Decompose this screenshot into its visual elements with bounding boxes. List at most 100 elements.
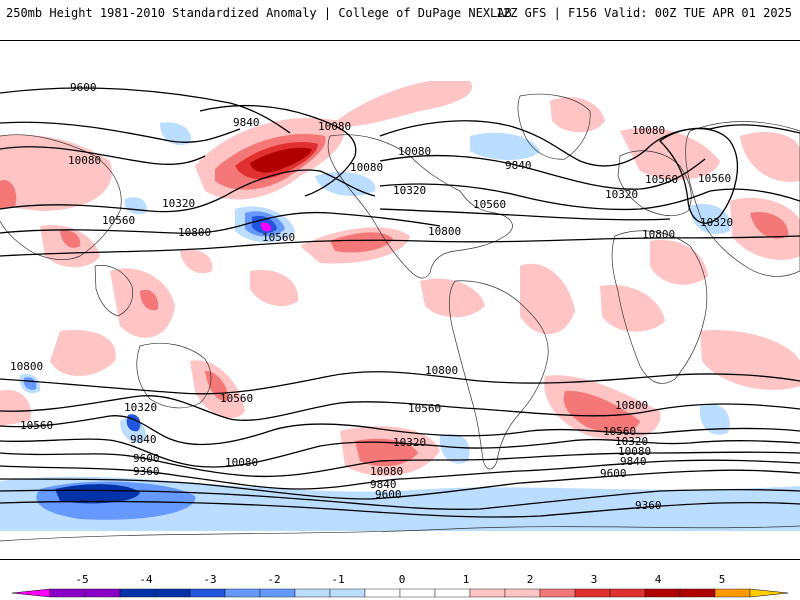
contour-label: 10080 (68, 154, 101, 167)
coastlines (0, 93, 800, 542)
colorbar-segment (399, 588, 436, 598)
contour-label: 10080 (618, 445, 651, 458)
colorbar-tick-label: -3 (203, 573, 216, 586)
coastline-south-america (448, 280, 549, 470)
colorbar-tick-label: 5 (719, 573, 726, 586)
contour-line (0, 87, 291, 134)
anomaly-area (0, 476, 800, 531)
height-contours (0, 87, 800, 518)
anomaly-area (420, 278, 485, 318)
colorbar-segment (294, 588, 331, 598)
anomaly-area (740, 131, 800, 182)
contour-line (0, 500, 800, 518)
coastline-greenland (517, 93, 591, 160)
anomaly-area (690, 203, 731, 234)
contour-label: 9840 (130, 433, 157, 446)
anomaly-area (439, 433, 470, 464)
anomaly-area (55, 484, 140, 504)
colorbar-segment (574, 588, 611, 598)
contour-label: 9600 (133, 452, 160, 465)
contour-label: 10320 (124, 401, 157, 414)
colorbar-segment (259, 588, 296, 598)
contour-label: 10080 (350, 161, 383, 174)
contour-line (0, 211, 441, 235)
contour-label: 10800 (615, 399, 648, 412)
anomaly-area (330, 232, 393, 253)
contour-label: 10080 (398, 145, 431, 158)
anomaly-area (110, 268, 175, 338)
contour-line (0, 438, 800, 468)
anomaly-area (60, 230, 81, 248)
anomaly-area (563, 390, 640, 433)
colorbar-tick-label: 0 (399, 573, 406, 586)
colorbar-segment (154, 588, 191, 598)
anomaly-area (250, 147, 312, 173)
contour-line (0, 371, 800, 395)
contour-line (0, 395, 800, 421)
colorbar-tick-label: 2 (527, 573, 534, 586)
contour-label: 10080 (370, 465, 403, 478)
contour-label: 9360 (635, 499, 662, 512)
contour-line (659, 127, 738, 224)
colorbar-tick-label: -1 (331, 573, 344, 586)
anomaly-area (180, 249, 213, 274)
anomaly-area (50, 330, 116, 376)
anomaly-area (699, 404, 730, 435)
coastline-australia (136, 342, 212, 409)
colorbar: -5 -4 -3 -2 -1 0 1 2 3 4 5 (11, 573, 789, 598)
contour-label: 10800 (642, 228, 675, 241)
colorbar-segment (434, 588, 471, 598)
contour-line (709, 188, 800, 202)
colorbar-segment (119, 588, 156, 598)
contour-line (0, 488, 800, 510)
contour-line (379, 183, 711, 211)
colorbar-segment (714, 588, 751, 598)
contour-label: 10560 (473, 198, 506, 211)
contour-label: 10320 (162, 197, 195, 210)
coastline-asia-west (0, 134, 122, 260)
anomaly-area (550, 97, 605, 133)
contour-label: 9840 (233, 116, 260, 129)
anomaly-map: 9600 9840 10080 10080 10320 10560 10800 … (0, 81, 800, 542)
contour-line (0, 169, 376, 213)
contour-label: 10800 (10, 360, 43, 373)
contour-label: 10560 (698, 172, 731, 185)
coastline-se-asia (94, 265, 134, 317)
anomaly-area (470, 132, 540, 160)
anomaly-area (750, 212, 789, 239)
contour-label: 9600 (600, 467, 627, 480)
contour-label: 10080 (632, 124, 665, 137)
contour-label: 10560 (603, 425, 636, 438)
colorbar-segment (539, 588, 576, 598)
colorbar-segment (469, 588, 506, 598)
contour-label: 10560 (220, 392, 253, 405)
anomaly-area (0, 180, 17, 209)
contour-label: 9840 (370, 478, 397, 491)
contour-label: 9360 (133, 465, 160, 478)
anomaly-area (140, 289, 159, 311)
anomaly-area (260, 222, 272, 232)
coastline-antarctica (0, 525, 800, 542)
contour-label: 10800 (428, 225, 461, 238)
colorbar-segment (644, 588, 681, 598)
anomaly-shading (0, 81, 800, 531)
contour-label: 10560 (262, 231, 295, 244)
colorbar-segments (11, 588, 789, 598)
anomaly-area (0, 134, 112, 211)
contour-label: 10560 (102, 214, 135, 227)
colorbar-segment (49, 588, 86, 598)
contour-line (0, 415, 800, 446)
coastline-europe (617, 150, 692, 217)
colorbar-segment (504, 588, 541, 598)
colorbar-segment (679, 588, 716, 598)
contour-labels: 9600 9840 10080 10080 10320 10560 10800 … (10, 81, 733, 512)
contour-line (379, 120, 711, 167)
contour-line (709, 124, 800, 134)
contour-label: 10320 (393, 184, 426, 197)
colorbar-tick-label: -2 (267, 573, 280, 586)
colorbar-tick-label: -4 (139, 573, 153, 586)
coastline-north-america (327, 134, 513, 279)
anomaly-area (160, 122, 191, 145)
contour-line (379, 154, 706, 190)
anomaly-area (250, 270, 299, 307)
